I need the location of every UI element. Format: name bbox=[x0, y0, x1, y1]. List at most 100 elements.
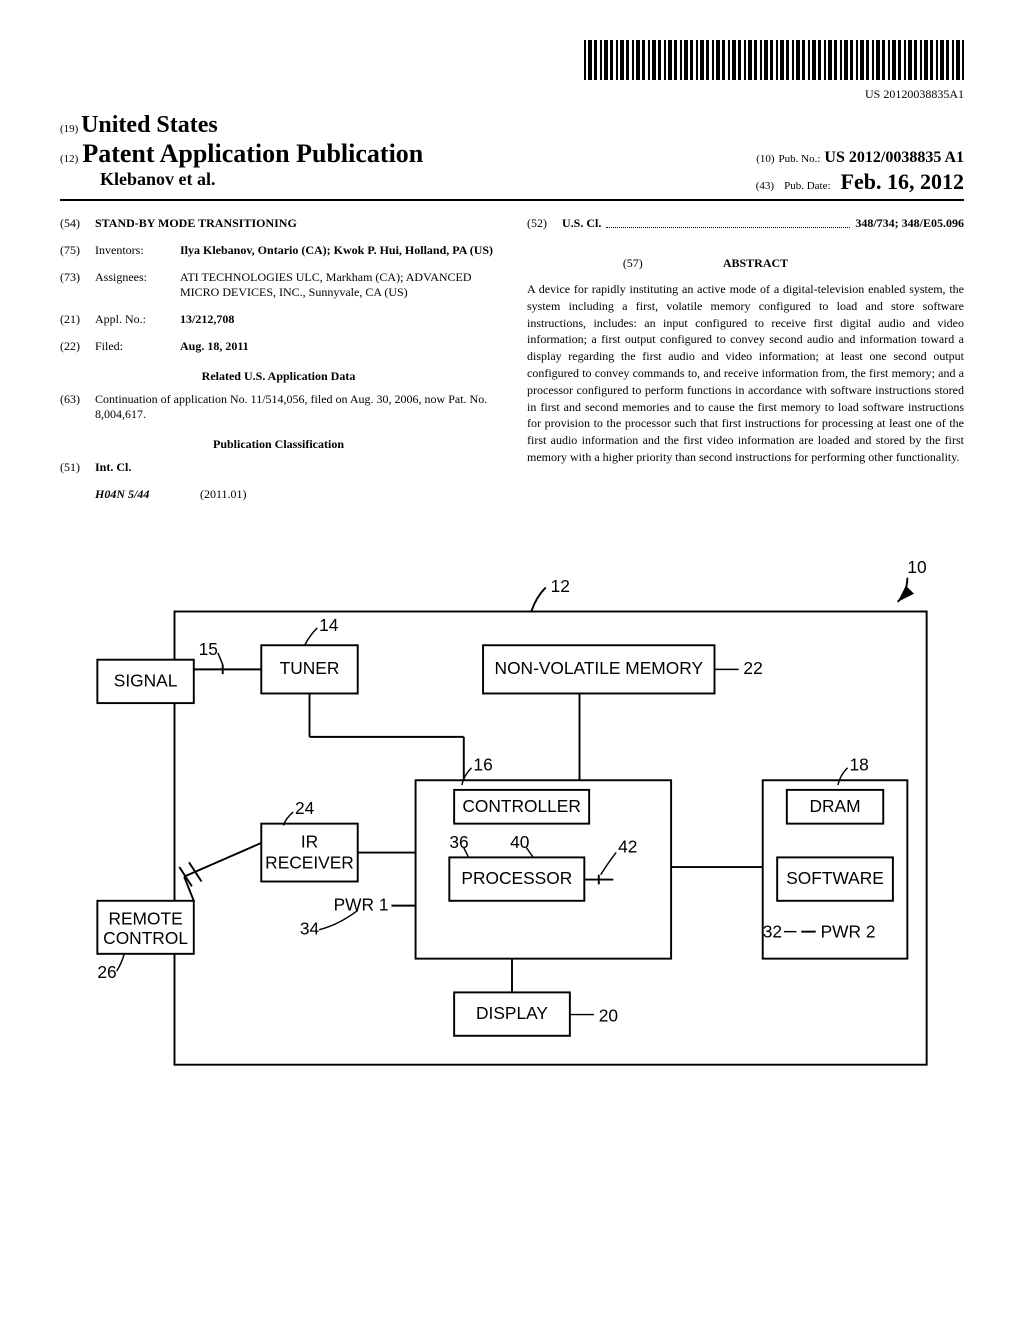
int-cl-label-text: Int. Cl. bbox=[95, 460, 131, 474]
ref-18: 18 bbox=[850, 755, 869, 775]
country-code: (19) bbox=[60, 123, 78, 135]
header-section: (19) United States (12) Patent Applicati… bbox=[60, 112, 964, 201]
int-cl-label: Int. Cl. bbox=[95, 460, 131, 475]
dram-label: DRAM bbox=[809, 796, 860, 816]
filed-value: Aug. 18, 2011 bbox=[180, 339, 497, 354]
filed-row: (22) Filed: Aug. 18, 2011 bbox=[60, 339, 497, 354]
filed-code: (22) bbox=[60, 339, 95, 354]
pub-num-code: (10) bbox=[756, 153, 774, 165]
ref-34: 34 bbox=[300, 919, 320, 939]
diagram: 10 12 SIGNAL 15 TUNER 14 NON-VOLATILE ME… bbox=[60, 544, 964, 1084]
appl-no: 13/212,708 bbox=[180, 312, 234, 326]
pub-num-section: (10) Pub. No.: US 2012/0038835 A1 bbox=[756, 149, 964, 167]
country-name: United States bbox=[81, 112, 218, 138]
abstract-code: (57) bbox=[623, 256, 643, 281]
us-cl-row: (52) U.S. Cl. 348/734; 348/E05.096 bbox=[527, 216, 964, 231]
int-cl-year: (2011.01) bbox=[200, 487, 247, 502]
appl-label: Appl. No.: bbox=[95, 312, 180, 327]
continuation-text: Continuation of application No. 11/514,0… bbox=[95, 392, 497, 422]
assignees-code: (73) bbox=[60, 270, 95, 300]
us-cl-label: U.S. Cl. bbox=[562, 216, 601, 231]
ref-26: 26 bbox=[97, 962, 116, 982]
pub-num: US 2012/0038835 A1 bbox=[824, 149, 964, 166]
ref-15: 15 bbox=[199, 639, 218, 659]
pub-date-section: (43) Pub. Date: Feb. 16, 2012 bbox=[756, 169, 964, 195]
pwr2-label: PWR 2 bbox=[821, 921, 876, 941]
us-cl-value: 348/734; 348/E05.096 bbox=[855, 216, 964, 231]
controller-label: CONTROLLER bbox=[462, 796, 581, 816]
filed-label: Filed: bbox=[95, 339, 180, 354]
abstract-header: ABSTRACT bbox=[723, 256, 788, 271]
ref-32: 32 bbox=[763, 921, 782, 941]
cont-code: (63) bbox=[60, 392, 95, 422]
ref-12: 12 bbox=[551, 576, 570, 596]
us-cl-dots bbox=[606, 216, 850, 228]
inventors-row: (75) Inventors: Ilya Klebanov, Ontario (… bbox=[60, 243, 497, 258]
signal-label: SIGNAL bbox=[114, 670, 178, 690]
filed-date: Aug. 18, 2011 bbox=[180, 339, 249, 353]
ref-22: 22 bbox=[743, 658, 762, 678]
appl-code: (21) bbox=[60, 312, 95, 327]
pub-date-label: Pub. Date: bbox=[784, 180, 830, 192]
pub-class-header: Publication Classification bbox=[60, 437, 497, 452]
ref-20: 20 bbox=[599, 1005, 618, 1025]
inventors-value: Ilya Klebanov, Ontario (CA); Kwok P. Hui… bbox=[180, 243, 497, 258]
ref-14: 14 bbox=[319, 615, 339, 635]
ref-16: 16 bbox=[473, 755, 492, 775]
related-header: Related U.S. Application Data bbox=[60, 369, 497, 384]
assignees-row: (73) Assignees: ATI TECHNOLOGIES ULC, Ma… bbox=[60, 270, 497, 300]
barcode-section: US 20120038835A1 bbox=[60, 40, 964, 102]
assignees-value: ATI TECHNOLOGIES ULC, Markham (CA); ADVA… bbox=[180, 270, 497, 300]
country-line: (19) United States bbox=[60, 112, 964, 139]
abstract-text: A device for rapidly instituting an acti… bbox=[527, 281, 964, 466]
inventors-text: Ilya Klebanov, Ontario (CA); Kwok P. Hui… bbox=[180, 243, 493, 257]
title-code: (54) bbox=[60, 216, 95, 231]
ref-42: 42 bbox=[618, 837, 637, 857]
abstract-section: (57) ABSTRACT A device for rapidly insti… bbox=[527, 256, 964, 466]
int-cl-class: H04N 5/44 bbox=[60, 487, 200, 502]
software-label: SOFTWARE bbox=[786, 868, 884, 888]
title-value: STAND-BY MODE TRANSITIONING bbox=[95, 216, 297, 231]
int-cl-row: (51) Int. Cl. bbox=[60, 460, 497, 475]
right-column: (52) U.S. Cl. 348/734; 348/E05.096 (57) … bbox=[527, 216, 964, 514]
abstract-header-row: (57) ABSTRACT bbox=[527, 256, 964, 281]
pub-num-label: Pub. No.: bbox=[779, 153, 821, 165]
nvmem-label: NON-VOLATILE MEMORY bbox=[495, 658, 704, 678]
inventors-label: Inventors: bbox=[95, 243, 180, 258]
appl-row: (21) Appl. No.: 13/212,708 bbox=[60, 312, 497, 327]
us-cl-code: (52) bbox=[527, 216, 562, 231]
int-cl-class-row: H04N 5/44 (2011.01) bbox=[60, 487, 497, 502]
ir-label2: RECEIVER bbox=[265, 853, 354, 873]
continuation-row: (63) Continuation of application No. 11/… bbox=[60, 392, 497, 422]
tuner-label: TUNER bbox=[280, 658, 340, 678]
two-column-content: (54) STAND-BY MODE TRANSITIONING (75) In… bbox=[60, 216, 964, 514]
pub-date: Feb. 16, 2012 bbox=[841, 169, 964, 195]
pub-line: (12) Patent Application Publication (10)… bbox=[60, 139, 964, 169]
authors: Klebanov et al. bbox=[60, 169, 216, 195]
barcode-text: US 20120038835A1 bbox=[60, 87, 964, 102]
us-cl-label-text: U.S. Cl. bbox=[562, 216, 601, 230]
author-date-line: Klebanov et al. (43) Pub. Date: Feb. 16,… bbox=[60, 169, 964, 201]
pub-date-code: (43) bbox=[756, 180, 774, 192]
inventors-code: (75) bbox=[60, 243, 95, 258]
remote-label1: REMOTE bbox=[108, 909, 182, 929]
ref-24: 24 bbox=[295, 798, 315, 818]
display-label: DISPLAY bbox=[476, 1003, 548, 1023]
assignees-label: Assignees: bbox=[95, 270, 180, 300]
left-column: (54) STAND-BY MODE TRANSITIONING (75) In… bbox=[60, 216, 497, 514]
pub-type: Patent Application Publication bbox=[82, 139, 423, 168]
ir-label1: IR bbox=[301, 832, 318, 852]
pwr1-label: PWR 1 bbox=[334, 894, 389, 914]
appl-value: 13/212,708 bbox=[180, 312, 497, 327]
diagram-svg: 10 12 SIGNAL 15 TUNER 14 NON-VOLATILE ME… bbox=[60, 544, 964, 1084]
ref-10: 10 bbox=[907, 557, 926, 577]
barcode-graphic bbox=[584, 40, 964, 80]
pub-type-code: (12) bbox=[60, 153, 78, 165]
pub-type-section: (12) Patent Application Publication bbox=[60, 139, 423, 169]
int-cl-code: (51) bbox=[60, 460, 95, 475]
processor-label: PROCESSOR bbox=[461, 868, 572, 888]
us-cl-value-text: 348/734; 348/E05.096 bbox=[855, 216, 964, 230]
int-cl-section: (51) Int. Cl. H04N 5/44 (2011.01) bbox=[60, 460, 497, 502]
ref-36: 36 bbox=[449, 832, 468, 852]
title-row: (54) STAND-BY MODE TRANSITIONING bbox=[60, 216, 497, 231]
